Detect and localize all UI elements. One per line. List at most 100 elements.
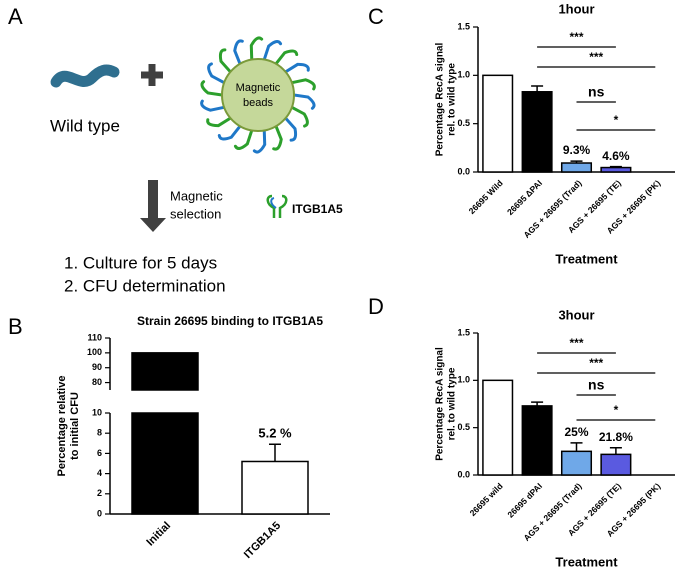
receptor [262,40,283,62]
receptor [233,128,254,150]
y-tick-label: 0.5 [457,422,470,432]
y-axis-label: Percentage RecA signal [435,43,446,157]
y-tick-label: 0.0 [457,469,470,479]
receptor [217,124,242,141]
panel-label: A [8,4,23,29]
y-tick-label: 4 [97,468,102,478]
bar [521,405,553,476]
bead-label: Magnetic [236,82,281,94]
error-bar [531,401,544,406]
y-tick-label: 0.5 [457,118,470,128]
panel-label: D [368,294,384,319]
receptor-icon [270,197,277,209]
x-axis-label: Treatment [555,554,618,569]
y-tick-label: 1.5 [457,327,470,337]
panel-label: B [8,314,23,339]
bar [131,352,199,391]
receptor [218,48,232,74]
value-label: 21.8% [599,430,633,444]
receptor-label: ITGB1A5 [292,202,343,216]
y-axis-label: to initial CFU [69,392,81,460]
y-tick-label: 10 [92,407,102,417]
y-tick-label: 100 [87,347,102,357]
receptor [233,39,244,66]
significance-label: * [614,403,619,417]
y-tick-label: 8 [97,428,102,438]
y-axis-label: Percentage RecA signal [435,347,446,461]
bar [131,412,199,515]
bar [600,453,632,476]
receptor [292,93,316,110]
receptor [206,116,232,128]
y-tick-label: 0.0 [457,166,470,176]
x-tick-label: 26695 Wild [467,178,505,216]
receptor [274,49,299,66]
bar [600,166,632,173]
value-label: 4.6% [602,149,630,163]
magnetic-bead [221,58,295,132]
arrow [140,180,166,232]
significance-label: *** [569,336,583,350]
x-tick-label: 26695 ΔPAI [505,178,544,217]
panel-label: C [368,4,384,29]
diagram: Wild type Magnetic selection ITGB1A5 1. … [50,36,343,295]
y-tick-label: 110 [87,332,102,342]
y-tick-label: 2 [97,488,102,498]
bar [482,379,514,476]
y-axis-label: rel. to wild type [447,63,458,136]
organism-label: Wild type [50,116,120,135]
step: 2. CFU determination [64,276,226,295]
error-bar [570,442,583,452]
y-tick-label: 90 [92,362,102,372]
receptor [272,124,283,151]
y-tick-label: 1.0 [457,70,470,80]
significance-label: ns [588,377,605,393]
step: 1. Culture for 5 days [64,253,217,272]
bar [560,162,593,173]
x-tick-label: Initial [144,520,173,549]
bar [560,450,593,476]
y-axis-label: Percentage relative [56,376,68,477]
error-bar [609,446,622,455]
y-tick-label: 1.5 [457,21,470,31]
step-label: Magnetic [170,188,223,203]
receptor [284,116,298,142]
receptor [290,105,309,128]
error-bar [269,443,281,462]
receptor [200,80,224,97]
significance-label: * [614,113,619,127]
receptor [284,62,310,74]
plus-sign [141,64,163,86]
bead-label: beads [243,97,273,109]
value-label: 5.2 % [258,426,292,441]
value-label: 9.3% [563,143,591,157]
receptor [200,99,226,112]
y-axis-label: rel. to wild type [447,367,458,440]
x-tick-label: 26695 dPAI [505,481,544,520]
chart-title: 3hour [558,307,594,322]
chart-title: Strain 26695 binding to ITGB1A5 [137,314,323,328]
receptor [290,78,316,91]
y-tick-label: 0 [97,508,102,518]
value-label: 25% [564,425,588,439]
significance-label: *** [589,356,603,370]
error-bar [609,165,622,168]
receptor [252,128,267,154]
x-axis-label: Treatment [555,251,618,266]
step-label: selection [170,206,221,221]
error-bar [570,160,583,164]
x-tick-label: 26695 wild [468,481,505,518]
significance-label: ns [588,84,605,100]
bacterium [50,64,120,88]
x-tick-label: ITGB1A5 [242,520,283,561]
y-tick-label: 80 [92,377,102,387]
error-bar [531,85,544,92]
chart-title: 1hour [558,1,594,16]
receptor [207,62,226,85]
y-tick-label: 6 [97,448,102,458]
receptor [249,36,264,62]
receptor-icon [266,194,288,218]
significance-label: *** [589,50,603,64]
bar [241,460,309,515]
